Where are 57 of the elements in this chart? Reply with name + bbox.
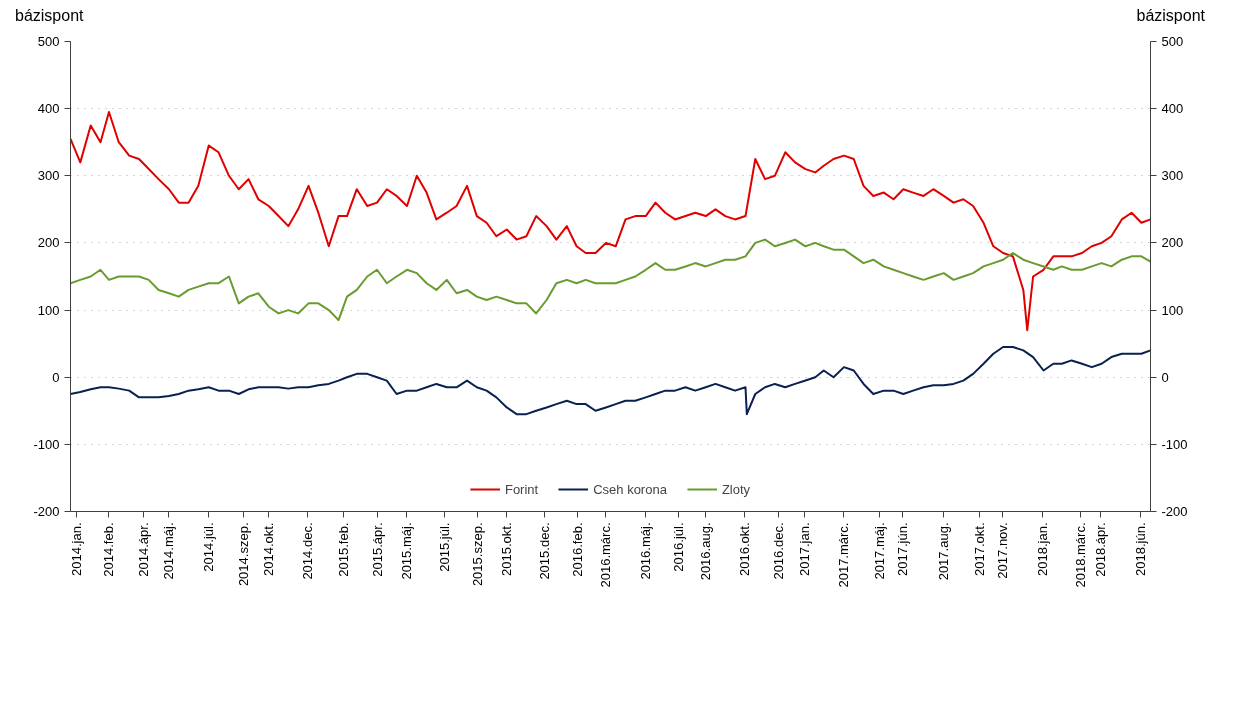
x-tick-label: 2016.aug.: [697, 522, 713, 581]
y2-tick-label: 300: [1161, 168, 1184, 184]
y2-tick-label: 400: [1161, 100, 1184, 116]
x-tick-label: 2016.márc.: [597, 522, 613, 588]
x-tick-label: 2014.dec.: [300, 522, 316, 580]
x-tick-label: 2017.jan.: [797, 522, 813, 576]
x-tick-label: 2017.jún.: [895, 522, 911, 576]
line-series: [70, 345, 1151, 415]
x-tick-label: 2018.ápr.: [1093, 522, 1109, 577]
x-tick-label: 2014.feb.: [100, 522, 116, 577]
y2-axis-title: bázispont: [1136, 6, 1205, 26]
x-tick-label: 2017.aug.: [935, 522, 951, 581]
y2-tick-label: 0: [1161, 369, 1169, 385]
x-tick-label: 2016.okt.: [737, 522, 753, 576]
line-series: [70, 238, 1151, 321]
legend-label: Forint: [504, 481, 539, 497]
x-tick-label: 2014.szep.: [235, 522, 251, 586]
x-tick-label: 2017.nov.: [994, 522, 1010, 579]
x-tick-label: 2014.máj.: [160, 522, 176, 580]
x-tick-label: 2014.ápr.: [136, 522, 152, 577]
x-tick-label: 2015.máj.: [398, 522, 414, 580]
legend-label: Cseh korona: [593, 481, 667, 497]
x-tick-label: 2018.jan.: [1035, 522, 1051, 576]
y-tick-label: 300: [37, 168, 60, 184]
x-tick-label: 2014.júl.: [200, 522, 216, 572]
x-tick-label: 2014.okt.: [260, 522, 276, 576]
x-tick-label: 2018.jún.: [1133, 522, 1149, 576]
x-tick-label: 2016.máj.: [637, 522, 653, 580]
x-tick-label: 2017.márc.: [835, 522, 851, 588]
x-tick-label: 2014.jan.: [68, 522, 84, 576]
x-tick-label: 2015.dec.: [537, 522, 553, 580]
legend-label: Zloty: [721, 481, 751, 497]
x-tick-label: 2017.okt.: [972, 522, 988, 576]
line-series: [70, 110, 1151, 332]
y-tick-label: 500: [37, 33, 60, 49]
y2-tick-label: 500: [1161, 33, 1184, 49]
y-tick-label: 400: [37, 100, 60, 116]
y-tick-label: 0: [52, 369, 60, 385]
x-tick-label: 2015.szep.: [469, 522, 485, 586]
y-tick-label: -200: [33, 503, 60, 519]
y2-tick-label: 100: [1161, 302, 1184, 318]
x-tick-label: 2016.feb.: [570, 522, 586, 577]
x-tick-label: 2016.dec.: [771, 522, 787, 580]
y2-tick-label: -100: [1161, 436, 1188, 452]
x-tick-label: 2016.júl.: [670, 522, 686, 572]
x-tick-label: 2015.júl.: [436, 522, 452, 572]
y2-tick-label: 200: [1161, 235, 1184, 251]
x-tick-label: 2015.ápr.: [370, 522, 386, 577]
y-tick-label: 200: [37, 235, 60, 251]
x-tick-label: 2015.feb.: [336, 522, 352, 577]
y-axis-title: bázispont: [15, 6, 84, 26]
y-tick-label: 100: [37, 302, 60, 318]
y-tick-label: -100: [33, 436, 60, 452]
x-tick-label: 2015.okt.: [498, 522, 514, 576]
y2-tick-label: -200: [1161, 503, 1188, 519]
x-tick-label: 2017.máj.: [871, 522, 887, 580]
x-tick-label: 2018.márc.: [1072, 522, 1088, 588]
